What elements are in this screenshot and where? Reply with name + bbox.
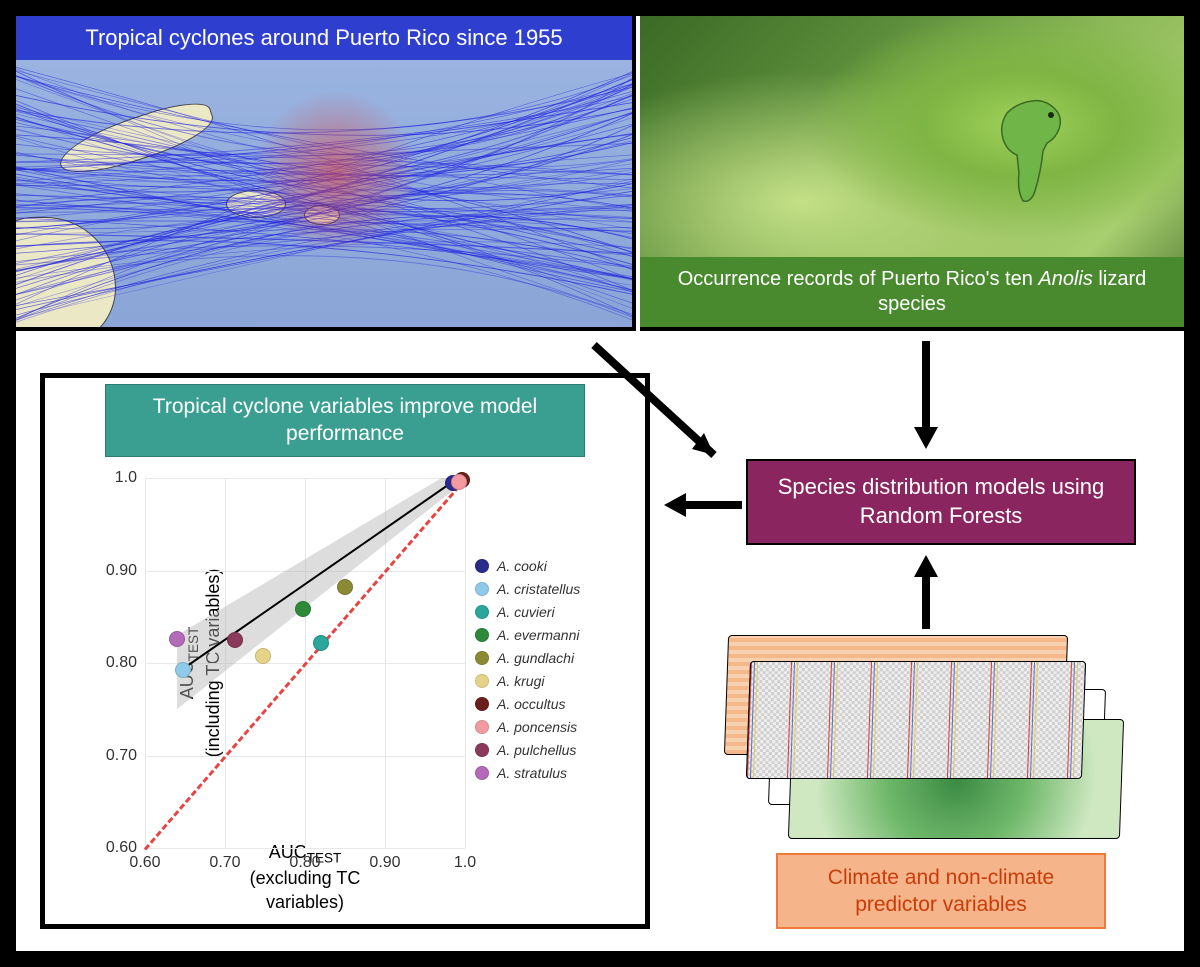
legend-item: A. krugi (475, 669, 580, 692)
map-body (16, 60, 632, 327)
legend: A. cookiA. cristatellusA. cuvieriA. ever… (475, 554, 580, 784)
legend-item: A. cristatellus (475, 577, 580, 600)
legend-item: A. cooki (475, 554, 580, 577)
lizard-photo-panel: Occurrence records of Puerto Rico's ten … (640, 16, 1184, 331)
legend-item: A. gundlachi (475, 646, 580, 669)
arrow-photo-to-sdm (886, 331, 966, 461)
cyclone-map-panel: Tropical cyclones around Puerto Rico sin… (16, 16, 636, 331)
legend-item: A. evermanni (475, 623, 580, 646)
scatter-point (295, 601, 311, 617)
scatter-point (227, 632, 243, 648)
caption-prefix: Occurrence records of Puerto Rico's ten (678, 268, 1039, 290)
predictor-raster-stack (726, 635, 1126, 845)
chart-title: Tropical cyclone variables improve model… (105, 384, 585, 457)
legend-item: A. poncensis (475, 715, 580, 738)
scatter-point (169, 631, 185, 647)
map-title: Tropical cyclones around Puerto Rico sin… (16, 16, 632, 60)
caption-italic: Anolis (1038, 268, 1092, 290)
climate-variables-box: Climate and non-climate predictor variab… (776, 853, 1106, 929)
legend-item: A. cuvieri (475, 600, 580, 623)
scatter-point (451, 474, 467, 490)
scatter-point (175, 662, 191, 678)
scatter-point (313, 635, 329, 651)
scatter-point (337, 579, 353, 595)
scatter-chart-panel: Tropical cyclone variables improve model… (40, 373, 650, 929)
legend-item: A. pulchellus (475, 738, 580, 761)
plot-area: AUCTEST (excluding TC variables) AUCTEST… (145, 478, 465, 848)
photo-caption: Occurrence records of Puerto Rico's ten … (640, 257, 1184, 327)
scatter-point (255, 648, 271, 664)
arrow-raster-to-sdm (886, 551, 966, 641)
arrow-sdm-to-chart (656, 475, 756, 535)
x-axis-label: AUCTEST (excluding TC variables) (225, 841, 385, 914)
legend-item: A. stratulus (475, 761, 580, 784)
legend-item: A. occultus (475, 692, 580, 715)
lizard-icon (977, 91, 1087, 211)
sdm-box: Species distribution models using Random… (746, 459, 1136, 545)
